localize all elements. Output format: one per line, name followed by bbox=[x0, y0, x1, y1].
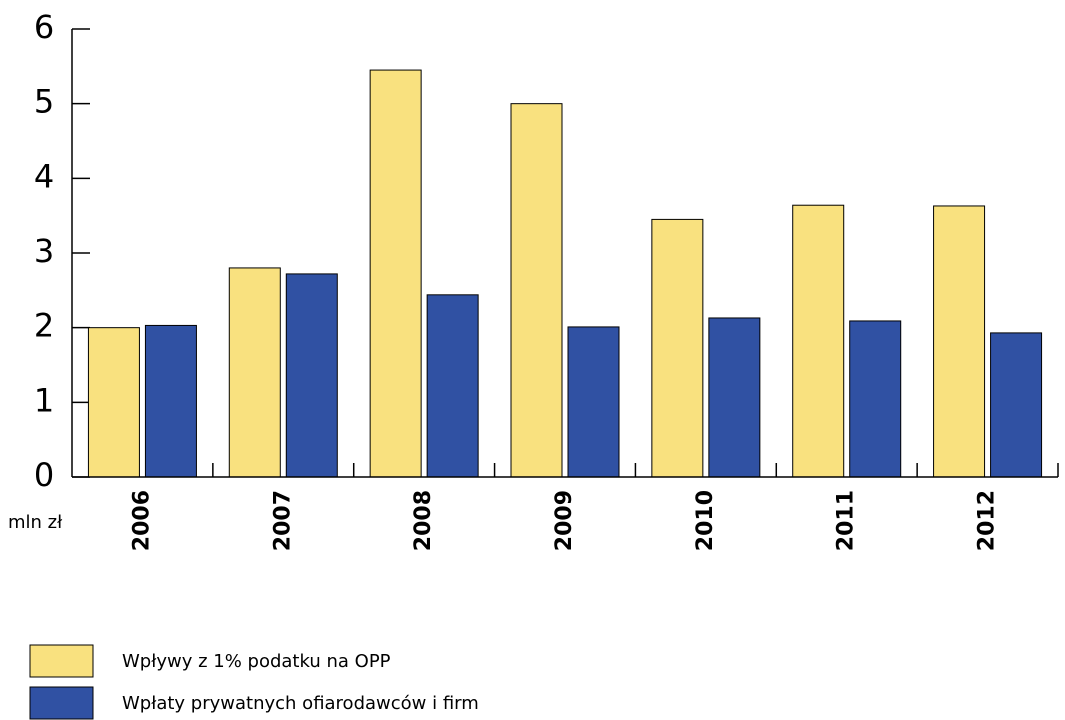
bar bbox=[144, 324, 197, 478]
bar bbox=[567, 326, 620, 478]
y-tick-label: 6 bbox=[34, 8, 54, 46]
bar bbox=[792, 204, 845, 478]
y-axis-label: mln zł bbox=[8, 512, 63, 533]
bar bbox=[285, 273, 338, 478]
y-tick-label: 2 bbox=[34, 307, 54, 345]
bar bbox=[990, 332, 1043, 478]
x-tick-label: 2010 bbox=[693, 490, 718, 551]
bar bbox=[708, 317, 761, 478]
y-tick-label: 5 bbox=[34, 83, 54, 121]
y-tick-label: 1 bbox=[34, 381, 54, 419]
x-tick-label: 2006 bbox=[129, 490, 154, 551]
bar bbox=[228, 267, 281, 478]
bar bbox=[426, 294, 479, 478]
bar bbox=[510, 103, 563, 478]
x-tick-label: 2007 bbox=[270, 490, 295, 551]
x-tick-label: 2011 bbox=[834, 490, 859, 551]
bar bbox=[87, 327, 140, 478]
x-tick-label: 2012 bbox=[975, 490, 1000, 551]
legend-swatch bbox=[29, 686, 94, 720]
y-tick-label: 3 bbox=[34, 232, 54, 270]
bar bbox=[933, 205, 986, 478]
bar bbox=[849, 320, 902, 478]
y-tick-label: 4 bbox=[34, 157, 54, 195]
bar bbox=[369, 69, 422, 478]
legend-label: Wpłaty prywatnych ofiarodawców i firm bbox=[122, 693, 479, 714]
y-tick-label: 0 bbox=[34, 456, 54, 494]
x-tick-label: 2008 bbox=[411, 490, 436, 551]
x-tick-label: 2009 bbox=[552, 490, 577, 551]
legend-label: Wpływy z 1% podatku na OPP bbox=[122, 651, 391, 672]
legend-swatch bbox=[29, 644, 94, 678]
bar bbox=[651, 218, 704, 478]
